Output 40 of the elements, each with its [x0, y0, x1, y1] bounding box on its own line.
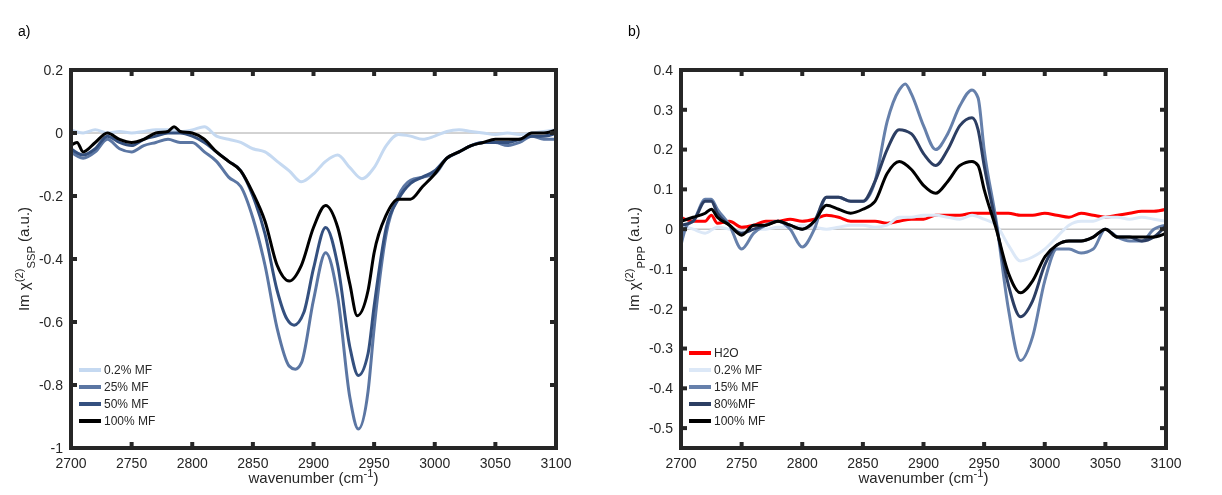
y-tick-label: -0.5 [648, 420, 674, 437]
y-tick-label: 0.1 [653, 181, 674, 198]
y-tick-label: -0.6 [38, 313, 64, 330]
x-tick-label: 2750 [116, 455, 148, 471]
legend-label: 0.2% MF [714, 363, 763, 378]
x-tick-label: 3050 [479, 455, 512, 471]
y-tick-label: 0 [55, 124, 64, 141]
x-tick-label: 2700 [665, 455, 697, 471]
chart-title: b) [628, 23, 641, 39]
y-tick-label: -1 [50, 439, 64, 456]
y-tick-label: -0.3 [648, 340, 674, 357]
y-tick-label: -0.8 [38, 376, 64, 393]
x-tick-label: 3000 [419, 455, 451, 471]
y-tick-label: -0.2 [38, 187, 64, 204]
y-tick-label: -0.4 [648, 380, 674, 397]
y-tick-label: 0 [665, 221, 674, 238]
legend-label: H2O [714, 346, 739, 361]
y-tick-label: 0.2 [43, 61, 64, 78]
y-tick-label: 0.2 [653, 141, 674, 158]
x-tick-label: 2700 [55, 455, 87, 471]
x-tick-label: 3100 [1150, 455, 1182, 471]
x-tick-label: 3000 [1029, 455, 1061, 471]
legend-label: 80%MF [714, 397, 756, 412]
legend-label: 50% MF [104, 397, 149, 412]
y-tick-label: 0.4 [653, 61, 674, 78]
y-tick-label: -0.1 [648, 260, 674, 277]
x-tick-label: 2750 [726, 455, 758, 471]
x-tick-label: 3100 [540, 455, 572, 471]
x-tick-label: 2800 [176, 455, 209, 471]
legend-label: 100% MF [714, 414, 766, 429]
legend-label: 100% MF [104, 414, 156, 429]
y-tick-label: -0.4 [38, 250, 64, 267]
legend-label: 0.2% MF [104, 363, 153, 378]
y-tick-label: 0.3 [653, 101, 674, 118]
x-tick-label: 2800 [786, 455, 819, 471]
x-tick-label: 3050 [1089, 455, 1122, 471]
legend-label: 25% MF [104, 380, 149, 395]
y-tick-label: -0.2 [648, 300, 674, 317]
chart-title: a) [18, 23, 31, 39]
legend-label: 15% MF [714, 380, 759, 395]
